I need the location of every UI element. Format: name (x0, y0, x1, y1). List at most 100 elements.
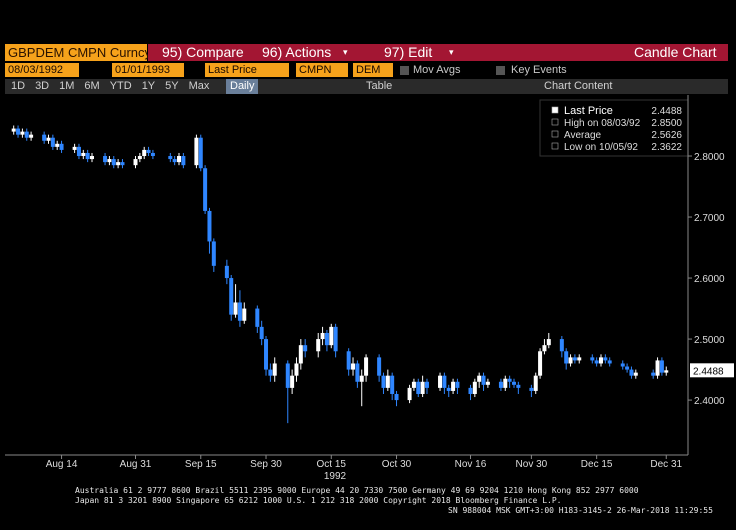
y-tick-label: 2.7000 (694, 213, 725, 224)
candle-body (103, 156, 108, 163)
candle-body (594, 360, 599, 364)
candle-body (120, 162, 125, 166)
frequency-select[interactable]: Daily (226, 79, 259, 94)
legend-swatch (551, 142, 559, 150)
x-tick-label: Sep 30 (250, 459, 282, 470)
candle-body (181, 156, 186, 166)
x-tick-label: Oct 15 (317, 459, 347, 470)
chart-content-button[interactable]: Chart Content (544, 80, 613, 92)
candle-body (255, 308, 260, 327)
candle-body (664, 370, 669, 373)
candle-body (11, 128, 16, 132)
key-events[interactable]: Key Events (511, 64, 567, 76)
menu-arrow: ▾ (449, 47, 454, 57)
legend-value: 2.8500 (651, 118, 682, 129)
candle-body (316, 339, 321, 352)
legend-label: High on 08/03/92 (564, 118, 641, 129)
period-button[interactable]: 1Y (141, 80, 156, 92)
period-button[interactable]: 3D (35, 80, 50, 92)
candle-body (381, 375, 386, 388)
candle-body (346, 351, 351, 370)
candle-body (603, 357, 608, 361)
candle-body (472, 381, 477, 394)
x-tick-label: Aug 14 (46, 459, 78, 470)
candle-body (224, 265, 229, 279)
checkbox[interactable] (400, 66, 409, 75)
candle-body (498, 381, 503, 388)
period-button[interactable]: Max (188, 80, 210, 92)
footer-line: Australia 61 2 9777 8600 Brazil 5511 239… (75, 486, 639, 495)
table-button[interactable]: Table (366, 80, 393, 92)
candle-body (625, 366, 630, 370)
candle-body (29, 134, 34, 138)
candle-body (264, 339, 269, 370)
source-select[interactable]: CMPN (296, 63, 348, 77)
candle-body (168, 156, 173, 160)
candle-body (659, 360, 664, 373)
candle-body (16, 128, 21, 135)
candle-body (46, 137, 51, 141)
candle-body (590, 357, 595, 361)
period-button[interactable]: 1D (11, 80, 26, 92)
period-button[interactable]: 1M (59, 80, 75, 92)
mov-avgs[interactable]: Mov Avgs (413, 64, 461, 76)
candle-body (137, 156, 142, 160)
candle-body (72, 146, 77, 150)
candle-body (329, 326, 334, 346)
compare-menu[interactable]: 95) Compare (162, 44, 244, 60)
period-button[interactable]: YTD (109, 80, 132, 92)
candle-body (629, 369, 634, 376)
checkbox[interactable] (496, 66, 505, 75)
candle-body (529, 387, 534, 391)
candle-body (568, 357, 573, 364)
legend-value: 2.4488 (651, 106, 682, 117)
candle-body (116, 162, 121, 166)
currency-select[interactable]: DEM (353, 63, 393, 77)
candle-body (394, 393, 399, 401)
candle-body (477, 375, 482, 382)
legend-label: Low on 10/05/92 (564, 142, 638, 153)
candle-body (577, 357, 582, 361)
candle-body (511, 381, 516, 385)
x-tick-label: Sep 15 (185, 459, 217, 470)
start-date[interactable]: 08/03/1992 (5, 63, 79, 77)
candle-body (351, 363, 356, 370)
candle-body (542, 345, 547, 352)
edit-menu[interactable]: 97) Edit (384, 44, 433, 60)
legend-label: Average (564, 130, 602, 141)
candle-body (407, 387, 412, 401)
x-tick-label: Nov 16 (455, 459, 487, 470)
period-button[interactable]: 5Y (165, 80, 179, 92)
end-date[interactable]: 01/01/1993 (112, 63, 184, 77)
candle-body (59, 143, 64, 150)
menu-bar (148, 44, 728, 61)
candle-body (481, 375, 486, 385)
field-select[interactable]: Last Price (205, 63, 289, 77)
period-button[interactable]: 6M (84, 80, 100, 92)
candle-body (359, 375, 364, 382)
candle-body (620, 363, 625, 367)
legend-value: 2.3622 (651, 142, 682, 153)
candle-body (194, 137, 199, 166)
candle-body (538, 351, 543, 376)
candle-body (177, 156, 182, 163)
legend-box (539, 99, 689, 157)
candle-body (146, 149, 151, 153)
x-tick-label: Nov 30 (516, 459, 548, 470)
menu-arrow: ▾ (343, 47, 348, 57)
candle-body (559, 339, 564, 352)
x-tick-label: Oct 30 (382, 459, 412, 470)
period-buttons: 1D 3D 1M 6M YTD 1Y 5Y Max (11, 79, 219, 94)
toolbar (5, 79, 728, 94)
actions-menu[interactable]: 96) Actions (262, 44, 332, 60)
candle-body (455, 381, 460, 388)
candle-body (237, 302, 242, 321)
security-ticker[interactable]: GBPDEM CMPN Curncy (5, 44, 151, 61)
candle-body (198, 137, 203, 169)
candle-body (211, 241, 216, 266)
candle-body (259, 326, 264, 340)
candle-body (572, 357, 577, 361)
y-tick-label: 2.8000 (694, 152, 725, 163)
candle-body (564, 351, 569, 364)
candle-body (333, 326, 338, 352)
